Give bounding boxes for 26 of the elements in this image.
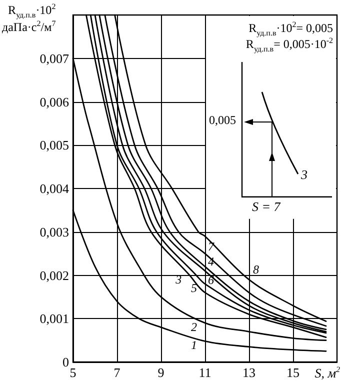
x-tick-label: 7 (114, 365, 121, 380)
y-tick-label: 0,001 (40, 311, 69, 326)
series-label: 8 (253, 262, 259, 277)
x-tick-label: 11 (198, 365, 212, 380)
x-tick-label: 9 (158, 365, 164, 380)
y-tick-label: 0,002 (40, 268, 69, 283)
annotation: S = 7 (252, 198, 280, 214)
annotation: R$_{уд.п.в}$·10$^{2}$= 0,005 (248, 20, 333, 38)
series-label: 1 (191, 338, 197, 352)
text: R$_{уд.п.в}$·10$^{2}$ даПа·с$^{2}$/м$^{7}$ (2, 2, 56, 34)
x-axis-title: S, м$^{2}$ (314, 365, 340, 381)
x-tick-label: 13 (242, 365, 256, 380)
y-tick-label: 0,003 (40, 224, 69, 240)
annotation: R$_{уд.п.в}$= 0,005·10$^{-2}$ (246, 36, 333, 54)
annotation: 0,005 (209, 113, 236, 128)
x-tick-label: 15 (286, 365, 300, 380)
y-tick-label: 0,006 (40, 94, 70, 110)
y-tick-label: 0,005 (40, 138, 69, 153)
y-tick-label: 0 (62, 354, 69, 370)
y-tick-label: 0,007 (40, 50, 70, 66)
annotation: 3 (301, 167, 308, 182)
x-tick-label: 5 (70, 365, 76, 380)
y-tick-label: 0,004 (40, 181, 70, 196)
series-label: 2 (191, 320, 197, 334)
series-label: 6 (208, 272, 214, 287)
series-label: 5 (191, 280, 197, 295)
